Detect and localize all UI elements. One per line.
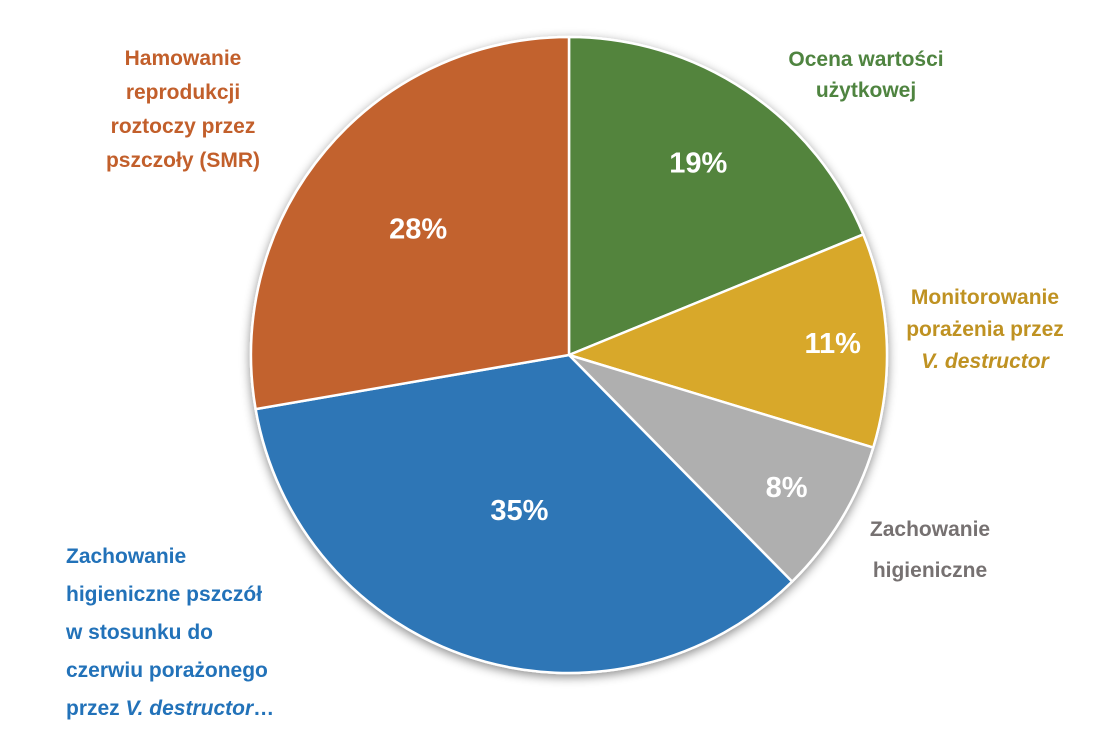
category-label-ocena-wartosci: Ocena wartości użytkowej	[716, 44, 1016, 106]
label-line: higieniczne	[872, 559, 988, 582]
label-line: przez V. destructor…	[66, 690, 396, 728]
percent-label-1: 11%	[804, 328, 861, 360]
label-line: Monitorowanie	[910, 286, 1060, 309]
pie-slice-4[interactable]	[249, 35, 571, 411]
label-italic-species: V. destructor	[921, 350, 1049, 373]
percent-label-3: 35%	[490, 495, 548, 527]
label-text: przez	[66, 697, 126, 720]
label-line: czerwiu porażonego	[66, 659, 268, 682]
label-line: użytkowej	[815, 79, 917, 102]
label-line: porażenia przez	[906, 318, 1064, 341]
label-line: V. destructor	[862, 346, 1108, 378]
label-line: reprodukcji	[125, 81, 241, 104]
category-label-monitorowanie: Monitorowanie porażenia przez V. destruc…	[862, 282, 1108, 378]
percent-label-2: 8%	[766, 472, 808, 504]
label-ellipsis: …	[253, 697, 275, 720]
percent-label-0: 19%	[669, 148, 727, 180]
label-line: pszczoły (SMR)	[105, 149, 260, 172]
category-label-zachowanie-higieniczne: Zachowanie higieniczne	[805, 509, 1055, 591]
label-line: Zachowanie	[869, 518, 991, 541]
label-line: Zachowanie	[66, 545, 187, 568]
label-line: higieniczne pszczół	[66, 583, 263, 606]
label-italic-species: V. destructor	[125, 697, 254, 720]
pie-slice-1[interactable]	[567, 233, 889, 449]
category-label-smr: Hamowanie reprodukcji roztoczy przez psz…	[33, 42, 333, 178]
pie-slice-2[interactable]	[567, 353, 875, 583]
percent-label-4: 28%	[389, 213, 447, 245]
pie-slice-3[interactable]	[254, 353, 794, 675]
category-label-zachowanie-higieniczne-pszczol: Zachowanie higieniczne pszczół w stosunk…	[66, 538, 396, 728]
label-line: roztoczy przez	[110, 115, 256, 138]
label-line: Ocena wartości	[788, 48, 944, 71]
pie-slice-0[interactable]	[567, 35, 865, 357]
label-line: Hamowanie	[124, 47, 242, 70]
label-line: w stosunku do	[66, 621, 213, 644]
